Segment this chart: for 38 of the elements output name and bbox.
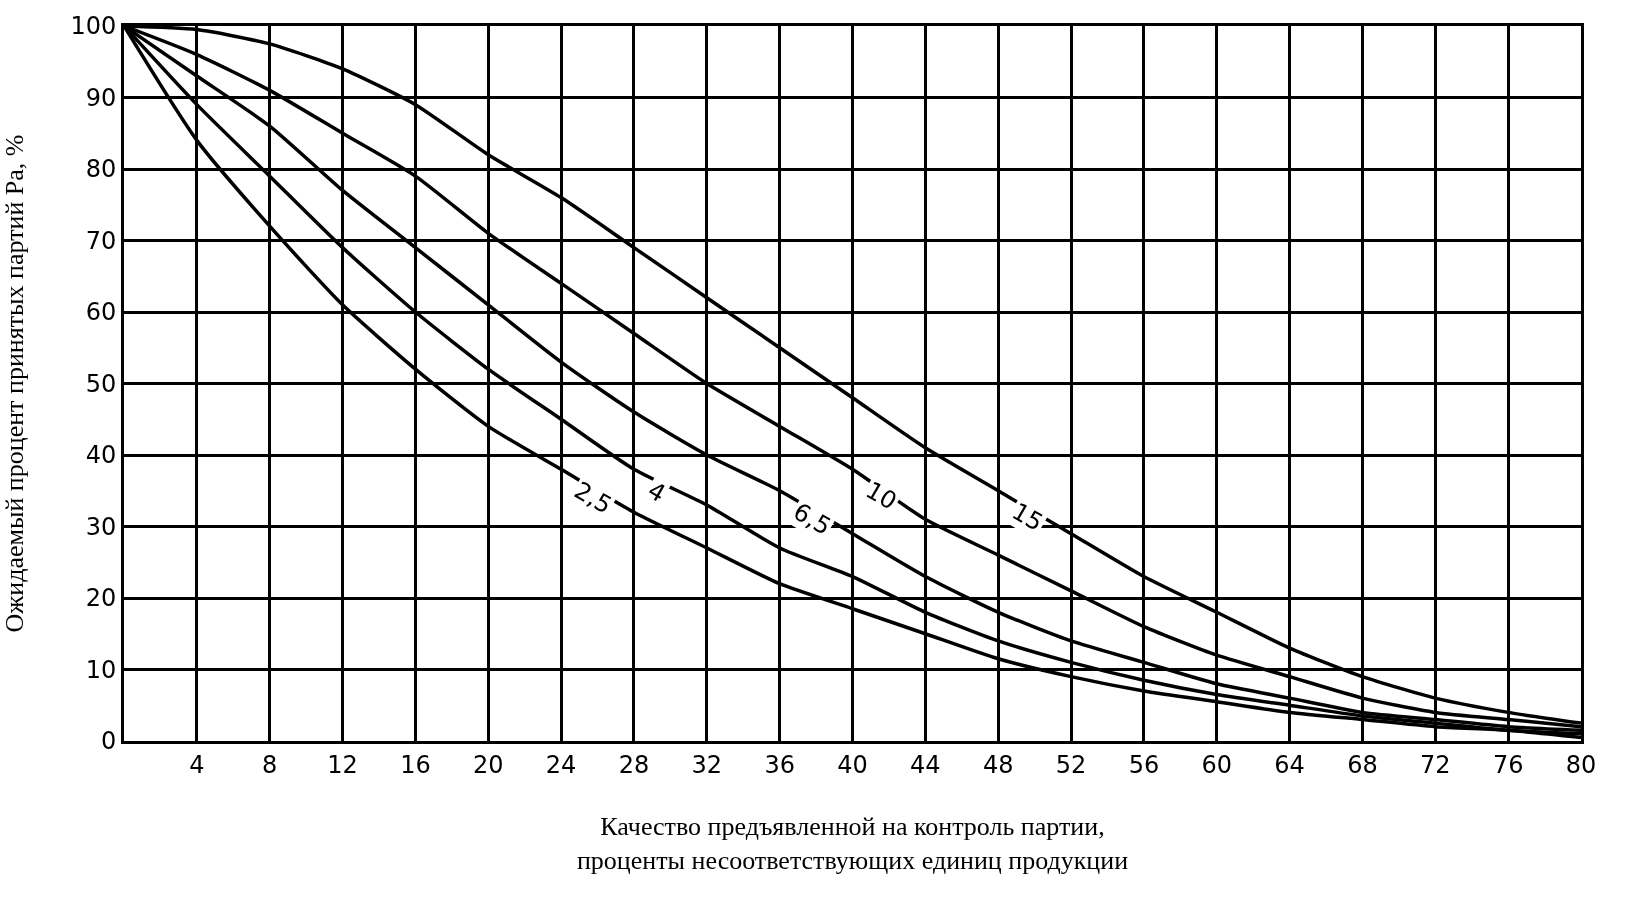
x-tick-label: 56 [1128,750,1160,779]
y-tick-label: 0 [100,727,117,756]
x-tick-label: 36 [764,750,795,779]
x-tick-label: 48 [982,750,1014,779]
x-tick-label: 80 [1565,750,1597,779]
x-tick-label: 40 [837,750,868,779]
x-axis-title: Качество предъявленной на контроль партии, проценты несоответствующих единиц продукции [576,812,1129,876]
text: 6,5 [788,497,836,541]
x-tick-label: 60 [1201,750,1233,779]
x-tick-label: 4 [189,750,205,779]
x-tick-label: 8 [262,750,278,779]
text: 4 [642,476,671,509]
x-tick-label: 28 [618,750,650,779]
y-tick-label: 10 [85,655,117,684]
text: 10 [861,476,902,516]
x-tick-label: 68 [1347,750,1378,779]
x-tick-label: 20 [472,750,504,779]
y-tick-label: 80 [85,155,117,184]
x-tick-label: 16 [400,750,431,779]
x-tick-label: 64 [1274,750,1305,779]
y-tick-label: 40 [85,441,117,470]
x-tick-label: 24 [545,750,577,779]
y-axis-title: Ожидаемый процент принятых партий Pa, % [0,134,29,633]
y-tick-label: 90 [85,83,117,112]
x-tick-label: 76 [1492,750,1524,779]
y-tick-label: 100 [70,12,117,41]
x-tick-label: 52 [1055,750,1087,779]
y-tick-label: 30 [85,512,117,541]
y-tick-label: 50 [85,369,117,398]
y-tick-label: 70 [85,226,117,255]
y-tick-label: 20 [85,584,117,613]
x-tick-label: 72 [1420,750,1451,779]
text: 15 [1007,497,1048,537]
y-tick-label: 60 [85,298,117,327]
x-tick-label: 44 [910,750,941,779]
x-tick-label: 12 [327,750,358,779]
text: 2,5 [569,476,617,520]
x-tick-label: 32 [691,750,723,779]
